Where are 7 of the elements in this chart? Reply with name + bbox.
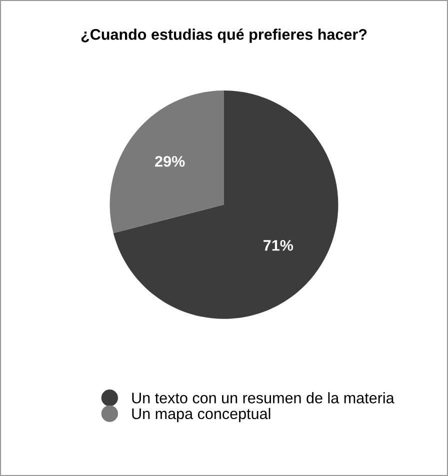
pie-slice xyxy=(110,90,224,234)
legend-label: Un mapa conceptual xyxy=(132,408,270,422)
data-label: 71% xyxy=(264,240,294,251)
chart-title: ¿Cuando estudias qué prefieres hacer? xyxy=(81,28,367,43)
pie-slice xyxy=(113,90,338,319)
data-label: 29% xyxy=(155,156,185,167)
legend-label: Un texto con un resumen de la materia xyxy=(132,392,394,404)
